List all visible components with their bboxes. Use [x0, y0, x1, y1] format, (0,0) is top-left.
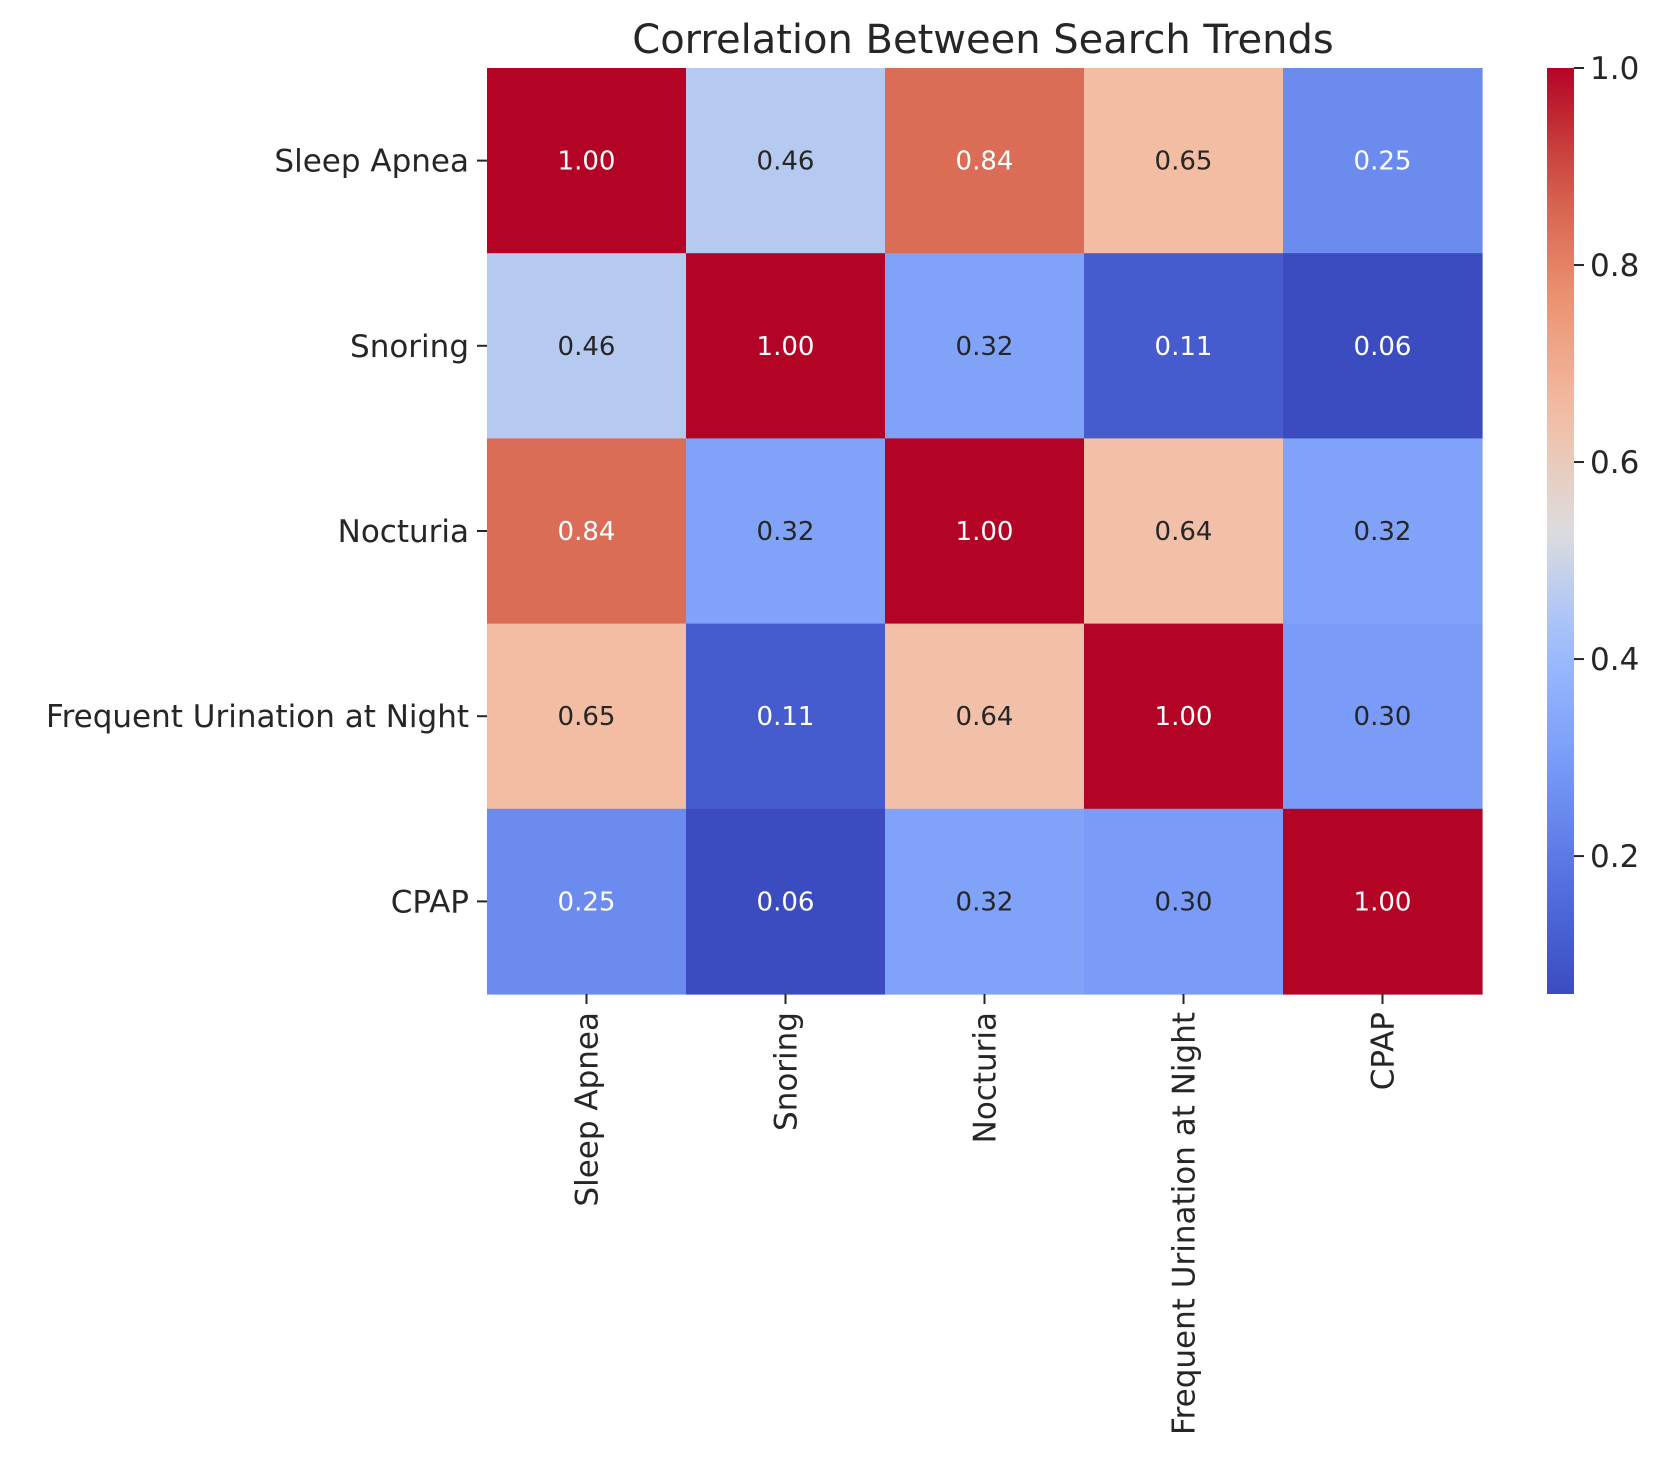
colorbar-tick-label: 1.0: [1590, 51, 1639, 87]
cell-value-label: 0.06: [757, 887, 815, 917]
heatmap-cell: [686, 438, 886, 625]
cell-value-label: 0.84: [956, 147, 1014, 177]
heatmap-cell: [1283, 438, 1483, 625]
heatmap-cell: [487, 808, 687, 995]
heatmap-cell: [487, 68, 687, 254]
heatmap-cell: [1084, 623, 1284, 810]
heatmap-cell: [487, 253, 687, 439]
cell-value-label: 0.46: [757, 147, 815, 177]
cell-value-label: 0.25: [558, 887, 616, 917]
cell-value-label: 0.06: [1354, 332, 1412, 362]
y-axis: Sleep Apnea Snoring Nocturia Frequent Urina…: [46, 144, 487, 920]
y-tick-label: CPAP: [391, 884, 469, 920]
heatmap-cell: [1084, 253, 1284, 439]
heatmap-cell: [487, 438, 687, 625]
cell-value-label: 1.00: [757, 332, 815, 362]
heatmap-cell: [885, 253, 1085, 439]
cell-value-label: 0.25: [1354, 147, 1412, 177]
heatmap-cell: [1084, 808, 1284, 995]
heatmap-cell: [1283, 808, 1483, 995]
cell-value-label: 0.11: [1155, 332, 1213, 362]
heatmap-cell: [885, 68, 1085, 254]
x-tick-label: CPAP: [1366, 1012, 1402, 1090]
cell-value-label: 1.00: [956, 517, 1014, 547]
chart-title: Correlation Between Search Trends: [632, 17, 1333, 63]
cell-value-label: 0.32: [956, 887, 1014, 917]
cell-value-label: 0.84: [558, 517, 616, 547]
colorbar-tick-label: 0.2: [1590, 839, 1639, 875]
cell-value-label: 0.46: [558, 332, 616, 362]
colorbar-tick-label: 0.4: [1590, 642, 1639, 678]
heatmap-cell: [487, 623, 687, 810]
heatmap-cells: [487, 68, 1483, 995]
y-tick-label: Frequent Urination at Night: [46, 699, 469, 735]
colorbar-tick-label: 0.8: [1590, 248, 1639, 284]
x-axis: Sleep Apnea Snoring Nocturia Frequent Urina…: [570, 994, 1402, 1435]
x-tick-label: Sleep Apnea: [570, 1012, 606, 1207]
cell-value-label: 0.65: [1155, 147, 1213, 177]
cell-value-label: 0.32: [1354, 517, 1412, 547]
heatmap-cell: [885, 808, 1085, 995]
cell-value-label: 0.32: [757, 517, 815, 547]
heatmap-cell: [686, 623, 886, 810]
cell-value-label: 0.64: [956, 702, 1014, 732]
heatmap-cell: [1084, 68, 1284, 254]
heatmap-cell: [885, 623, 1085, 810]
heatmap-cell: [1084, 438, 1284, 625]
cell-value-label: 0.30: [1155, 887, 1213, 917]
x-tick-label: Frequent Urination at Night: [1167, 1012, 1203, 1435]
x-tick-label: Nocturia: [968, 1012, 1004, 1143]
x-tick-label: Snoring: [769, 1012, 805, 1131]
cell-value-label: 0.65: [558, 702, 616, 732]
colorbar-scale: [1547, 68, 1574, 994]
heatmap-cell: [1283, 68, 1483, 254]
cell-annotations: 1.00 0.46 0.84 0.65 0.25 0.46 1.00 0.32 0.11 0.06…: [558, 147, 1412, 918]
y-tick-label: Snoring: [350, 329, 469, 365]
heatmap-cell: [885, 438, 1085, 625]
cell-value-label: 0.30: [1354, 702, 1412, 732]
heatmap-cell: [1283, 623, 1483, 810]
heatmap-cell: [686, 253, 886, 439]
cell-value-label: 0.11: [757, 702, 815, 732]
y-tick-label: Sleep Apnea: [274, 144, 469, 180]
cell-value-label: 0.64: [1155, 517, 1213, 547]
cell-value-label: 1.00: [1155, 702, 1213, 732]
cell-value-label: 1.00: [558, 147, 616, 177]
heatmap-cell: [686, 68, 886, 254]
colorbar-tick-label: 0.6: [1590, 445, 1639, 481]
colorbar: 0.2 0.4 0.6 0.8 1.0: [1547, 51, 1639, 994]
y-tick-label: Nocturia: [338, 514, 469, 550]
cell-value-label: 1.00: [1354, 887, 1412, 917]
cell-value-label: 0.32: [956, 332, 1014, 362]
heatmap-cell: [1283, 253, 1483, 439]
heatmap-cell: [686, 808, 886, 995]
